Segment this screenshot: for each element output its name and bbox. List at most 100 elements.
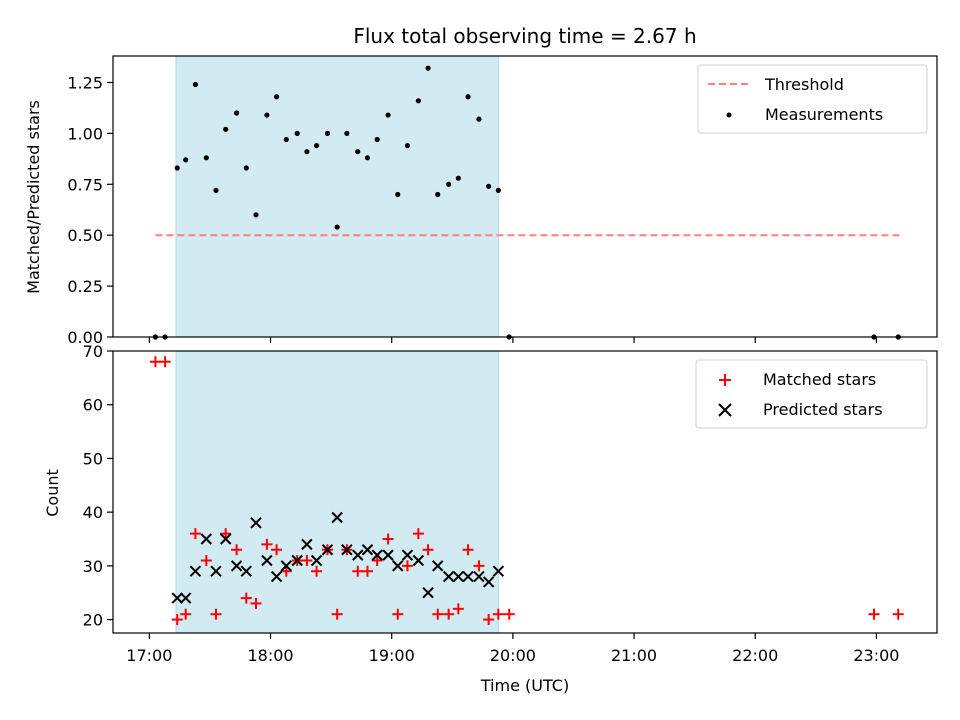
predicted-star-point — [452, 570, 465, 583]
measurement-point — [174, 165, 180, 171]
matched-star-point — [492, 608, 504, 620]
measurement-point — [234, 110, 240, 116]
measurement-point — [283, 136, 289, 143]
matched-star-point — [392, 608, 404, 620]
predicted-star-point — [482, 576, 495, 588]
matched-star-point — [210, 608, 222, 620]
measurement-point — [273, 94, 280, 100]
measurement-point — [364, 155, 371, 161]
legend-matched-label: Matched stars — [763, 370, 876, 389]
predicted-star-point — [189, 565, 202, 577]
matched-star-point — [443, 608, 455, 620]
measurement-point — [253, 212, 259, 218]
measurement-point — [183, 157, 189, 163]
predicted-star-point — [412, 554, 425, 567]
y-tick-label: 30 — [83, 557, 103, 576]
bottom-panel: 20 30 40 50 60 70 17:00 18:00 19:00 20:00 21:00 22… — [43, 342, 938, 695]
matched-star-point — [452, 603, 464, 615]
predicted-star-point — [392, 560, 404, 572]
predicted-star-point — [219, 533, 232, 545]
matched-star-point — [331, 608, 343, 620]
measurement-point — [465, 94, 471, 100]
matched-star-point — [382, 533, 394, 545]
x-tick-label: 22:00 — [732, 646, 778, 665]
predicted-star-point — [473, 570, 485, 583]
measurement-point — [404, 142, 411, 149]
measurement-point — [495, 187, 501, 193]
x-tick-label: 23:00 — [853, 646, 899, 665]
matched-star-point — [220, 528, 232, 540]
matched-star-point — [171, 614, 183, 626]
measurement-point — [385, 112, 391, 118]
y-tick-label: 60 — [83, 396, 103, 415]
matched-star-point — [200, 554, 212, 566]
bottom-panel-frame — [112, 350, 938, 634]
predicted-star-point — [261, 554, 273, 567]
matched-star-point — [503, 608, 515, 620]
matched-star-point — [352, 565, 364, 577]
legend-threshold-label: Threshold — [764, 75, 844, 94]
shaded-interval — [175, 350, 499, 634]
shaded-interval — [175, 55, 499, 338]
matched-star-point — [189, 528, 201, 540]
y-tick-label: 0.50 — [67, 226, 103, 245]
measurement-point — [324, 130, 331, 136]
measurement-point — [192, 81, 198, 88]
measurement-point — [415, 98, 421, 104]
x-tick-label: 20:00 — [490, 646, 536, 665]
matched-star-point — [462, 544, 474, 556]
y-tick-label: 70 — [83, 342, 103, 361]
x-tick-label: 21:00 — [611, 646, 657, 665]
legend-measurements-swatch — [726, 112, 732, 118]
measurement-point — [213, 187, 219, 193]
x-axis-label: Time (UTC) — [480, 676, 569, 695]
legend-predicted-swatch — [718, 403, 732, 417]
measurement-point — [486, 183, 492, 189]
predicted-star-point — [171, 592, 183, 604]
bottom-legend-box — [695, 359, 928, 429]
x-tick-label: 18:00 — [247, 646, 293, 665]
legend-matched-swatch — [719, 374, 731, 386]
matched-star-point — [401, 560, 413, 572]
predicted-star-point — [492, 565, 505, 577]
matched-star-point — [271, 544, 283, 556]
matched-star-point — [149, 356, 161, 368]
measurement-point — [344, 130, 350, 136]
predicted-star-point — [432, 560, 444, 572]
y-tick-label: 0.75 — [67, 175, 103, 194]
measurement-point — [313, 142, 320, 149]
predicted-star-point — [422, 587, 434, 599]
matched-star-point — [361, 565, 373, 577]
predicted-star-point — [250, 517, 262, 529]
matched-star-point — [868, 608, 880, 620]
predicted-star-point — [371, 549, 383, 561]
matched-star-point — [311, 565, 323, 577]
top-legend-box — [697, 64, 928, 134]
measurement-point — [455, 175, 461, 181]
measurement-point — [446, 181, 452, 187]
measurement-point — [374, 136, 380, 143]
predicted-star-point — [401, 549, 414, 561]
x-tick-label: 17:00 — [126, 646, 172, 665]
matched-star-point — [422, 544, 434, 556]
legend-predicted-label: Predicted stars — [763, 400, 883, 419]
measurement-point — [223, 126, 229, 132]
y-tick-label: 1.00 — [67, 124, 103, 143]
bottom-legend: Matched stars Predicted stars — [695, 359, 928, 429]
y-tick-label: 40 — [83, 503, 103, 522]
bottom-panel-ylabel: Count — [43, 469, 62, 517]
measurement-point — [334, 224, 340, 230]
matched-star-point — [371, 554, 383, 566]
y-tick-label: 0.25 — [67, 277, 103, 296]
predicted-star-point — [462, 570, 474, 583]
predicted-star-point — [321, 544, 334, 556]
predicted-star-point — [310, 554, 323, 567]
matched-star-point — [280, 565, 292, 577]
measurement-point — [355, 149, 361, 155]
predicted-star-point — [280, 560, 292, 572]
matched-star-point — [483, 614, 495, 626]
measurement-point — [395, 191, 401, 198]
predicted-star-point — [341, 544, 353, 556]
matched-star-point — [432, 608, 444, 620]
